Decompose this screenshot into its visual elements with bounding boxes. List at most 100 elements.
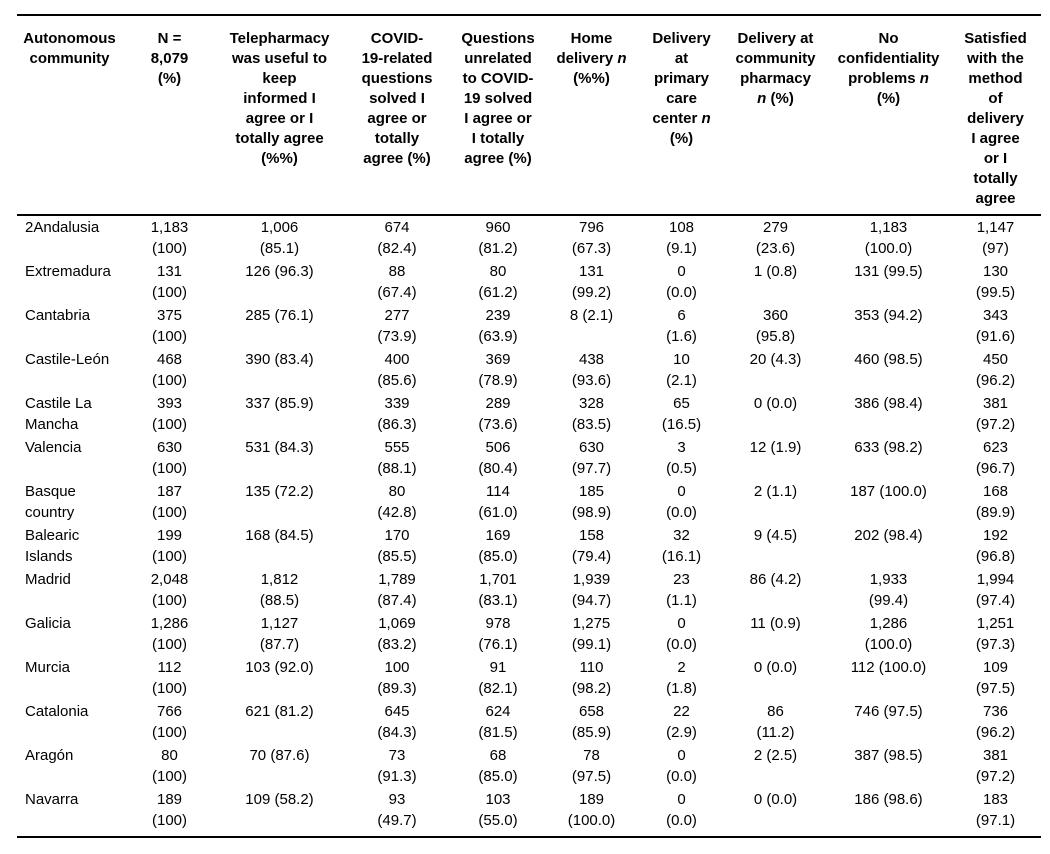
table-row-galicia: Galicia 1,286 (100) 1,127 (87.7) 1,069 (… xyxy=(17,612,1041,656)
cell-n: 393 (100) xyxy=(151,395,188,433)
cell-covid-solved: 555 (88.1) xyxy=(377,439,417,477)
cell-no-confidentiality: 746 (97.5) xyxy=(854,703,923,720)
cell-covid-solved: 73 (91.3) xyxy=(377,747,417,785)
cell-home-delivery: 78 (97.5) xyxy=(571,747,612,785)
cell-community-pharmacy: 12 (1.9) xyxy=(749,439,802,456)
cell-n: 1,183 (100) xyxy=(150,219,189,257)
cell-useful: 285 (76.1) xyxy=(245,307,314,324)
cell-satisfied: 450 (96.2) xyxy=(975,351,1016,389)
cell-community: Extremadura xyxy=(25,263,111,280)
cell-noncovid-solved: 960 (81.2) xyxy=(478,219,518,257)
cell-useful: 1,006 (85.1) xyxy=(259,219,300,257)
cell-n: 1,286 (100) xyxy=(150,615,189,653)
table-row-valencia: Valencia 630 (100) 531 (84.3) 555 (88.1)… xyxy=(17,436,1041,480)
table-body: 2Andalusia 1,183 (100) 1,006 (85.1) 674 … xyxy=(17,215,1041,838)
cell-home-delivery: 1,275 (99.1) xyxy=(571,615,612,653)
cell-useful: 390 (83.4) xyxy=(245,351,314,368)
cell-primary-care: 2 (1.8) xyxy=(666,659,697,697)
cell-community-pharmacy: 279 (23.6) xyxy=(755,219,796,257)
cell-useful: 70 (87.6) xyxy=(249,747,310,764)
cell-primary-care: 22 (2.9) xyxy=(666,703,697,741)
cell-home-delivery: 158 (79.4) xyxy=(571,527,612,565)
cell-home-delivery: 630 (97.7) xyxy=(571,439,612,477)
cell-useful: 168 (84.5) xyxy=(245,527,314,544)
cell-community: Cantabria xyxy=(25,307,91,324)
cell-covid-solved: 93 (49.7) xyxy=(342,788,452,838)
cell-home-delivery: 185 (98.9) xyxy=(571,483,612,521)
cell-primary-care: 0 (0.0) xyxy=(666,747,697,785)
cell-home-delivery: 796 (67.3) xyxy=(571,219,612,257)
table-row-balearic-islands: Balearic Islands 199 (100) 168 (84.5) 17… xyxy=(17,524,1041,568)
cell-community-pharmacy: 0 (0.0) xyxy=(724,788,827,838)
cell-satisfied: 192 (96.8) xyxy=(975,527,1016,565)
cell-useful: 109 (58.2) xyxy=(217,788,342,838)
cell-covid-solved: 339 (86.3) xyxy=(377,395,417,433)
cell-community-pharmacy: 11 (0.9) xyxy=(750,615,801,632)
cell-no-confidentiality: 112 (100.0) xyxy=(850,659,927,676)
cell-n: 80 (100) xyxy=(151,747,188,785)
cell-noncovid-solved: 369 (78.9) xyxy=(478,351,518,389)
cell-community: Murcia xyxy=(25,659,71,676)
cell-satisfied: 168 (89.9) xyxy=(975,483,1016,521)
cell-no-confidentiality: 202 (98.4) xyxy=(854,527,923,544)
cell-community-pharmacy: 1 (0.8) xyxy=(753,263,798,280)
cell-community-pharmacy: 0 (0.0) xyxy=(753,395,798,412)
cell-primary-care: 0 (0.0) xyxy=(666,615,697,653)
cell-satisfied: 736 (96.2) xyxy=(975,703,1016,741)
cell-n: 189 (100) xyxy=(122,788,217,838)
cell-community: Basque country xyxy=(25,483,76,521)
cell-n: 112 (100) xyxy=(151,659,188,697)
cell-no-confidentiality: 1,183 (100.0) xyxy=(864,219,913,257)
cell-covid-solved: 100 (89.3) xyxy=(377,659,417,697)
col-header-primary-care-delivery: Delivery at primary care center n (%) xyxy=(639,15,724,216)
table-row-cantabria: Cantabria 375 (100) 285 (76.1) 277 (73.9… xyxy=(17,304,1041,348)
cell-primary-care: 108 (9.1) xyxy=(666,219,697,257)
cell-no-confidentiality: 1,286 (100.0) xyxy=(864,615,913,653)
cell-noncovid-solved: 506 (80.4) xyxy=(478,439,518,477)
cell-community-pharmacy: 2 (2.5) xyxy=(753,747,798,764)
cell-primary-care: 32 (16.1) xyxy=(661,527,702,565)
cell-covid-solved: 1,789 (87.4) xyxy=(377,571,417,609)
cell-satisfied: 343 (91.6) xyxy=(975,307,1016,345)
table-row-castile-la-mancha: Castile La Mancha 393 (100) 337 (85.9) 3… xyxy=(17,392,1041,436)
cell-n: 187 (100) xyxy=(151,483,188,521)
table-row-madrid: Madrid 2,048 (100) 1,812 (88.5) 1,789 (8… xyxy=(17,568,1041,612)
cell-community: Balearic Islands xyxy=(25,527,80,565)
cell-primary-care: 23 (1.1) xyxy=(666,571,697,609)
cell-community: Navarra xyxy=(17,788,122,838)
cell-useful: 126 (96.3) xyxy=(245,263,314,280)
cell-satisfied: 183 (97.1) xyxy=(950,788,1041,838)
cell-useful: 135 (72.2) xyxy=(245,483,314,500)
table-row-andalusia: 2Andalusia 1,183 (100) 1,006 (85.1) 674 … xyxy=(17,215,1041,260)
cell-useful: 621 (81.2) xyxy=(245,703,314,720)
cell-home-delivery: 328 (83.5) xyxy=(571,395,612,433)
cell-noncovid-solved: 80 (61.2) xyxy=(478,263,518,301)
cell-home-delivery: 131 (99.2) xyxy=(571,263,612,301)
cell-community: Aragón xyxy=(25,747,74,764)
cell-noncovid-solved: 978 (76.1) xyxy=(478,615,518,653)
cell-covid-solved: 88 (67.4) xyxy=(377,263,417,301)
cell-home-delivery: 189 (100.0) xyxy=(544,788,639,838)
cell-noncovid-solved: 169 (85.0) xyxy=(478,527,518,565)
cell-satisfied: 623 (96.7) xyxy=(975,439,1016,477)
cell-community: Valencia xyxy=(25,439,82,456)
cell-useful: 337 (85.9) xyxy=(245,395,314,412)
cell-n: 131 (100) xyxy=(151,263,188,301)
cell-home-delivery: 438 (93.6) xyxy=(571,351,612,389)
cell-community-pharmacy: 0 (0.0) xyxy=(753,659,798,676)
cell-useful: 1,812 (88.5) xyxy=(259,571,300,609)
cell-noncovid-solved: 289 (73.6) xyxy=(478,395,518,433)
cell-satisfied: 109 (97.5) xyxy=(975,659,1016,697)
cell-n: 766 (100) xyxy=(151,703,188,741)
cell-no-confidentiality: 187 (100.0) xyxy=(850,483,927,500)
cell-community: 2Andalusia xyxy=(25,219,100,236)
cell-covid-solved: 170 (85.5) xyxy=(377,527,417,565)
header-row: Autonomous community N = 8,079 (%) Telephar… xyxy=(17,15,1041,216)
cell-primary-care: 65 (16.5) xyxy=(661,395,702,433)
col-header-no-confidentiality-problems: No confidentiality problems n (%) xyxy=(827,15,950,216)
cell-noncovid-solved: 239 (63.9) xyxy=(478,307,518,345)
cell-covid-solved: 277 (73.9) xyxy=(377,307,417,345)
cell-satisfied: 381 (97.2) xyxy=(975,747,1016,785)
cell-no-confidentiality: 131 (99.5) xyxy=(854,263,923,280)
